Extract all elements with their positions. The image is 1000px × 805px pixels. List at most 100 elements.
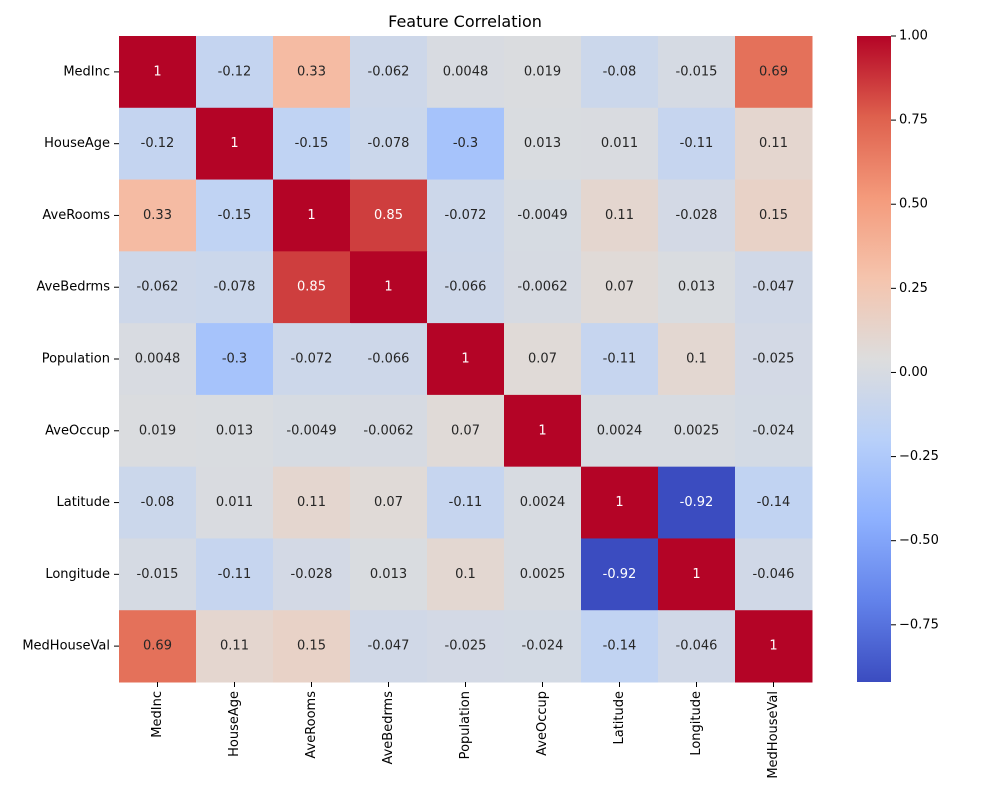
- y-tick-label: Latitude: [56, 495, 110, 510]
- heatmap-cell: [273, 251, 351, 324]
- cell-value-label: -0.15: [218, 208, 252, 223]
- cell-value-label: -0.024: [753, 423, 795, 438]
- heatmap-cell: [735, 610, 813, 683]
- heatmap-cell: [427, 251, 505, 324]
- heatmap-cell: [273, 323, 351, 396]
- cell-value-label: 0.011: [216, 495, 253, 510]
- heatmap-cell: [350, 394, 428, 468]
- heatmap-cell: [119, 538, 197, 611]
- heatmap-cell: [196, 179, 274, 252]
- heatmap-cell: [427, 107, 505, 181]
- cell-value-label: -0.078: [368, 136, 410, 151]
- cell-value-label: -0.3: [453, 136, 478, 151]
- cell-value-label: -0.028: [291, 567, 333, 582]
- y-tick-label: MedHouseVal: [22, 639, 110, 654]
- cell-value-label: 0.33: [143, 208, 172, 223]
- heatmap-cell: [350, 179, 428, 252]
- heatmap-cell: [581, 466, 659, 539]
- heatmap-cell: [658, 538, 736, 611]
- cell-value-label: 0.019: [139, 423, 176, 438]
- cell-value-label: -0.08: [141, 495, 175, 510]
- cell-value-label: 1: [692, 567, 700, 582]
- heatmap-cell: [658, 610, 736, 683]
- heatmap-cell: [196, 610, 274, 683]
- cell-value-label: 0.69: [759, 64, 788, 79]
- x-tick-label: Population: [458, 691, 473, 759]
- cell-value-label: 0.013: [370, 567, 407, 582]
- colorbar-tick-label: 0.25: [899, 281, 928, 296]
- heatmap-cell: [504, 179, 582, 252]
- heatmap-cell: [427, 466, 505, 539]
- cell-value-label: 0.11: [220, 639, 249, 654]
- cell-value-label: 0.11: [297, 495, 326, 510]
- cell-value-label: -0.11: [603, 352, 637, 367]
- heatmap-cell: [581, 107, 659, 181]
- cell-value-label: 0.013: [678, 280, 715, 295]
- heatmap-cell: [504, 36, 582, 109]
- cell-value-label: -0.015: [137, 567, 179, 582]
- colorbar-ticks: 1.00 0.75 0.50 0.25 0.00 −0.25 −0.50 −0.75: [891, 29, 939, 632]
- y-tick-label: Longitude: [45, 567, 110, 582]
- cell-value-label: -0.025: [753, 352, 795, 367]
- heatmap-cell: [735, 107, 813, 181]
- cell-value-label: -0.14: [603, 639, 637, 654]
- colorbar-tick-label: −0.25: [899, 449, 939, 464]
- cell-value-label: -0.92: [680, 495, 714, 510]
- colorbar-tick-label: 0.00: [899, 365, 928, 380]
- cell-value-label: -0.072: [291, 352, 333, 367]
- heatmap-cell: [504, 466, 582, 539]
- x-axis-ticks: MedInc HouseAge AveRooms AveBedrms Populatio…: [150, 682, 781, 779]
- cell-value-label: 0.011: [601, 136, 638, 151]
- heatmap-cell: [273, 107, 351, 181]
- heatmap-cell: [427, 179, 505, 252]
- cell-value-label: 0.0048: [135, 352, 181, 367]
- heatmap-cell: [581, 394, 659, 468]
- x-tick-label: HouseAge: [227, 691, 242, 757]
- heatmap-cell: [196, 466, 274, 539]
- heatmap-cell: [658, 323, 736, 396]
- cell-value-label: 0.11: [759, 136, 788, 151]
- cell-value-label: 0.019: [524, 64, 561, 79]
- cell-value-label: 1: [538, 423, 546, 438]
- heatmap-cell: [427, 538, 505, 611]
- x-tick-label: MedInc: [150, 691, 165, 738]
- cell-value-label: 0.0024: [520, 495, 566, 510]
- colorbar: [857, 36, 891, 682]
- cell-value-label: -0.0049: [286, 423, 336, 438]
- cell-value-label: -0.0049: [517, 208, 567, 223]
- heatmap-cell: [273, 394, 351, 468]
- cell-value-label: -0.0062: [363, 423, 413, 438]
- cell-value-label: -0.046: [676, 639, 718, 654]
- heatmap-cell: [119, 107, 197, 181]
- cell-value-label: 0.013: [524, 136, 561, 151]
- heatmap-cell: [273, 466, 351, 539]
- heatmap-cell: [196, 251, 274, 324]
- cell-value-label: -0.14: [757, 495, 791, 510]
- x-tick-label: AveOccup: [535, 691, 550, 756]
- heatmap-cell: [350, 36, 428, 109]
- cell-value-label: -0.066: [368, 352, 410, 367]
- heatmap-cell: [735, 466, 813, 539]
- heatmap-cell: [119, 466, 197, 539]
- cell-value-label: -0.0062: [517, 280, 567, 295]
- heatmap-cell: [504, 251, 582, 324]
- y-tick-label: AveOccup: [45, 423, 110, 438]
- heatmap-cell: [273, 179, 351, 252]
- colorbar-tick-label: 0.50: [899, 197, 928, 212]
- heatmap-cell: [350, 466, 428, 539]
- heatmap-cell: [119, 323, 197, 396]
- x-tick-label: Latitude: [612, 691, 627, 745]
- cell-value-label: 0.07: [374, 495, 403, 510]
- cell-value-label: 1: [384, 280, 392, 295]
- cell-value-label: 0.69: [143, 639, 172, 654]
- heatmap-cell: [427, 323, 505, 396]
- colorbar-tick-label: 0.75: [899, 113, 928, 128]
- cell-value-label: -0.11: [680, 136, 714, 151]
- heatmap-cell: [581, 610, 659, 683]
- y-tick-label: AveRooms: [42, 208, 110, 223]
- cell-value-label: 0.85: [297, 280, 326, 295]
- x-tick-label: AveBedrms: [381, 691, 396, 765]
- heatmap-cell: [504, 538, 582, 611]
- cell-value-label: 0.15: [759, 208, 788, 223]
